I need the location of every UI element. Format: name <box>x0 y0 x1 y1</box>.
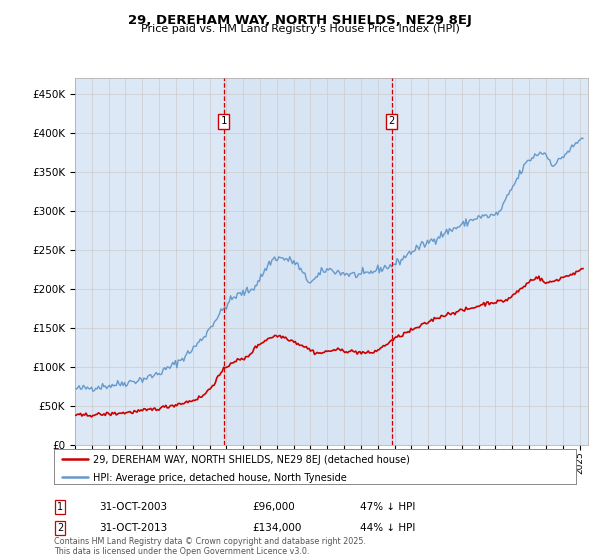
Text: Price paid vs. HM Land Registry's House Price Index (HPI): Price paid vs. HM Land Registry's House … <box>140 24 460 34</box>
Text: 29, DEREHAM WAY, NORTH SHIELDS, NE29 8EJ (detached house): 29, DEREHAM WAY, NORTH SHIELDS, NE29 8EJ… <box>93 455 410 465</box>
Text: 31-OCT-2003: 31-OCT-2003 <box>99 502 167 512</box>
Text: £96,000: £96,000 <box>252 502 295 512</box>
Text: 1: 1 <box>220 116 227 127</box>
Text: Contains HM Land Registry data © Crown copyright and database right 2025.
This d: Contains HM Land Registry data © Crown c… <box>54 536 366 556</box>
Text: 29, DEREHAM WAY, NORTH SHIELDS, NE29 8EJ: 29, DEREHAM WAY, NORTH SHIELDS, NE29 8EJ <box>128 14 472 27</box>
Text: HPI: Average price, detached house, North Tyneside: HPI: Average price, detached house, Nort… <box>93 473 347 483</box>
Text: 47% ↓ HPI: 47% ↓ HPI <box>360 502 415 512</box>
Text: 2: 2 <box>389 116 395 127</box>
Text: 44% ↓ HPI: 44% ↓ HPI <box>360 523 415 533</box>
Bar <box>224 78 392 445</box>
Text: 2: 2 <box>57 523 63 533</box>
Text: 31-OCT-2013: 31-OCT-2013 <box>99 523 167 533</box>
Text: 1: 1 <box>57 502 63 512</box>
Text: £134,000: £134,000 <box>252 523 301 533</box>
